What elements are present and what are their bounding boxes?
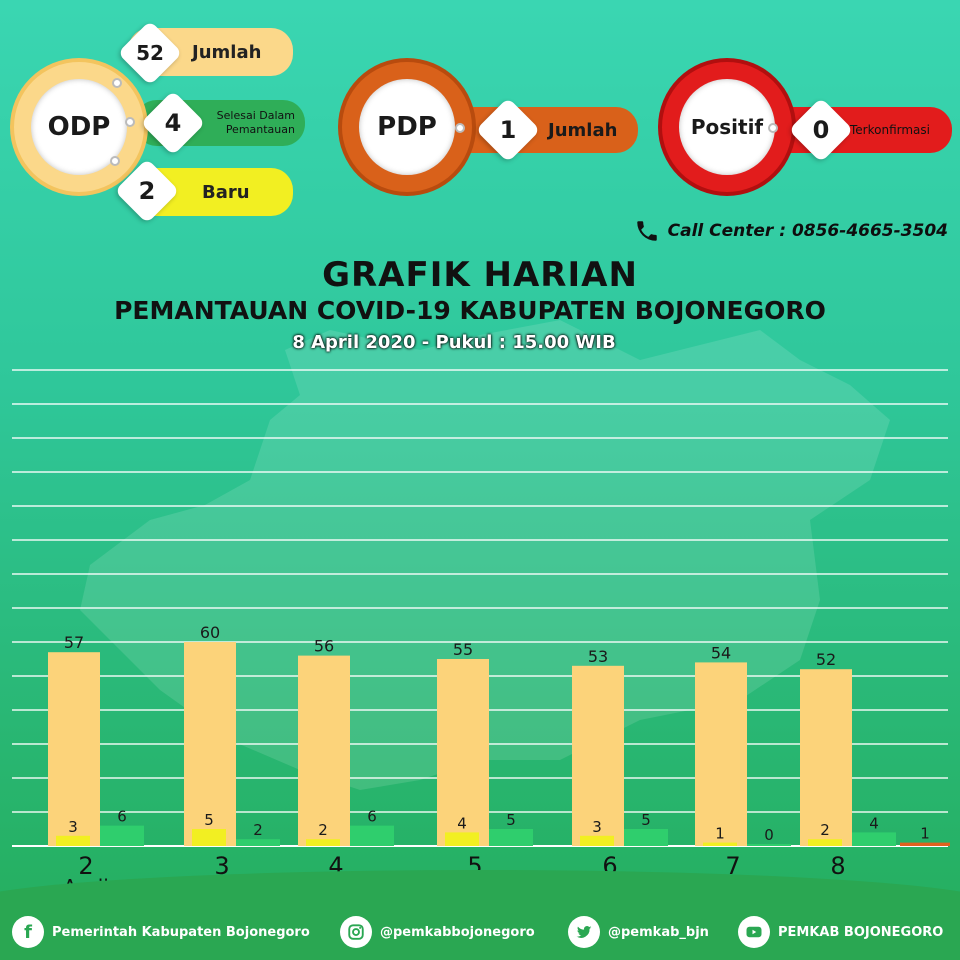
footer-twitter[interactable]: @pemkab_bjn [568,916,709,948]
odp-baru-value: 2 [138,177,156,205]
data-label-series-3: 4 [869,814,879,832]
data-label-series-1: 56 [314,637,334,656]
phone-icon [636,221,657,241]
youtube-icon [738,916,770,948]
data-label-series-1: 60 [200,623,220,642]
positif-value-label: Terkonfirmasi [850,123,930,137]
bar-series-3 [350,825,394,846]
odp-selesai-label-2: Pemantauan [225,123,295,136]
pdp-circle: PDP [342,62,472,192]
bar-series-2 [580,835,614,846]
data-label-series-3: 2 [253,821,263,839]
footer [0,905,960,960]
data-label-series-2: 3 [592,818,602,836]
data-label-series-3: 5 [641,811,651,829]
call-center: Call Center : 0856-4665-3504 [634,218,948,244]
bar-series-2 [56,835,90,846]
data-label-series-4: 1 [920,825,930,843]
youtube-label: PEMKAB BOJONEGORO [778,924,944,940]
positif-label: Positif [679,79,775,175]
odp-selesai-label-1: Selesai Dalam [216,109,295,122]
bar-series-1 [437,659,489,846]
odp-connector-dot [110,156,120,166]
pdp-label: PDP [359,79,455,175]
bar-series-1 [800,669,852,846]
positif-value: 0 [812,116,830,144]
data-label-series-1: 54 [711,643,731,662]
data-label-series-1: 53 [588,647,608,666]
footer-youtube[interactable]: PEMKAB BOJONEGORO [738,916,943,948]
bar-series-2 [445,832,479,846]
data-label-series-2: 3 [68,818,78,836]
positif-pill: Terkonfirmasi [760,107,952,153]
bar-series-3 [747,844,791,846]
bar-series-2 [808,839,842,846]
x-tick-label: 8 [830,852,845,880]
data-label-series-3: 5 [506,811,516,829]
pdp-pill: Jumlah [440,107,638,153]
bar-series-1 [298,655,350,846]
bar-series-2 [306,839,340,846]
data-label-series-1: 57 [64,633,84,652]
twitter-icon [568,916,600,948]
data-label-series-3: 6 [117,808,127,826]
odp-baru-label: Baru [202,181,250,203]
footer-facebook[interactable]: f Pemerintah Kabupaten Bojonegoro [12,916,310,948]
x-tick-label: 3 [214,852,229,880]
data-label-series-2: 1 [715,825,725,843]
pdp-value-label: Jumlah [548,119,618,141]
odp-jumlah-value: 52 [136,41,164,65]
twitter-label: @pemkab_bjn [608,924,709,940]
chart-subtitle: PEMANTAUAN COVID-19 KABUPATEN BOJONEGORO [114,296,826,325]
instagram-label: @pemkabbojonegoro [380,924,535,940]
call-center-text: Call Center : 0856-4665-3504 [667,221,948,241]
bar-series-3 [489,829,533,846]
data-label-series-1: 52 [816,650,836,669]
bar-series-3 [852,832,896,846]
bar-series-1 [695,662,747,846]
data-label-series-2: 4 [457,814,467,832]
x-tick-label: 2 [78,852,93,880]
data-label-series-2: 5 [204,811,214,829]
odp-connector-dot [112,78,122,88]
odp-selesai-value: 4 [164,109,182,137]
bar-series-1 [48,652,100,846]
bar-series-3 [624,829,668,846]
bar-series-1 [184,642,236,846]
data-label-series-2: 2 [820,821,830,839]
chart-date: 8 April 2020 - Pukul : 15.00 WIB [292,332,616,353]
chart-title: GRAFIK HARIAN [322,255,638,295]
bar-series-1 [572,665,624,846]
odp-connector-dot [125,117,135,127]
data-label-series-2: 2 [318,821,328,839]
data-label-series-3: 0 [764,826,774,844]
footer-instagram[interactable]: @pemkabbojonegoro [340,916,535,948]
bar-series-2 [192,829,226,846]
facebook-icon: f [12,916,44,948]
pdp-connector-dot [455,123,465,133]
pdp-value: 1 [499,116,517,144]
facebook-label: Pemerintah Kabupaten Bojonegoro [52,924,310,940]
positif-connector-dot [768,123,778,133]
bar-series-2 [703,842,737,846]
odp-jumlah-label: Jumlah [192,41,262,63]
x-tick-label: 7 [725,852,740,880]
data-label-series-1: 55 [453,640,473,659]
bar-series-3 [236,839,280,846]
instagram-icon [340,916,372,948]
bar-series-4 [900,842,950,846]
bar-series-3 [100,825,144,846]
data-label-series-3: 6 [367,808,377,826]
